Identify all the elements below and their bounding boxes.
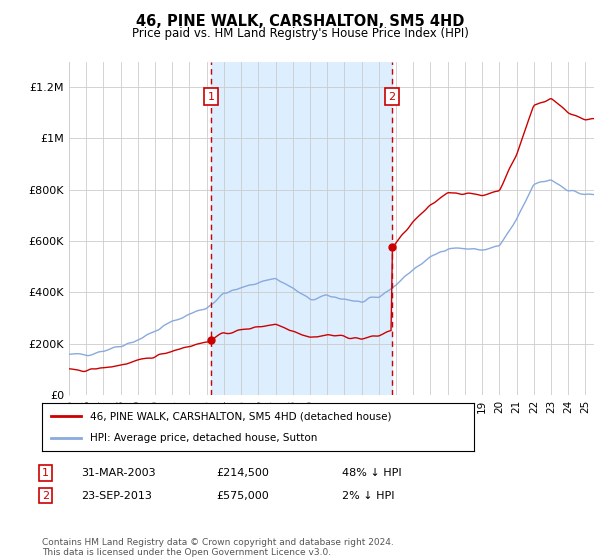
Text: 2: 2 [388, 92, 395, 101]
Text: 1: 1 [208, 92, 215, 101]
Text: 23-SEP-2013: 23-SEP-2013 [81, 491, 152, 501]
Text: 31-MAR-2003: 31-MAR-2003 [81, 468, 155, 478]
Text: £214,500: £214,500 [216, 468, 269, 478]
Text: 1: 1 [42, 468, 49, 478]
Bar [211, 62, 392, 395]
Text: Contains HM Land Registry data © Crown copyright and database right 2024.
This d: Contains HM Land Registry data © Crown c… [42, 538, 394, 557]
Text: 2: 2 [42, 491, 49, 501]
Text: Price paid vs. HM Land Registry's House Price Index (HPI): Price paid vs. HM Land Registry's House … [131, 27, 469, 40]
Text: 48% ↓ HPI: 48% ↓ HPI [342, 468, 401, 478]
Text: HPI: Average price, detached house, Sutton: HPI: Average price, detached house, Sutt… [89, 433, 317, 443]
Text: 46, PINE WALK, CARSHALTON, SM5 4HD (detached house): 46, PINE WALK, CARSHALTON, SM5 4HD (deta… [89, 411, 391, 421]
Text: £575,000: £575,000 [216, 491, 269, 501]
Text: 46, PINE WALK, CARSHALTON, SM5 4HD: 46, PINE WALK, CARSHALTON, SM5 4HD [136, 14, 464, 29]
Text: 2% ↓ HPI: 2% ↓ HPI [342, 491, 395, 501]
